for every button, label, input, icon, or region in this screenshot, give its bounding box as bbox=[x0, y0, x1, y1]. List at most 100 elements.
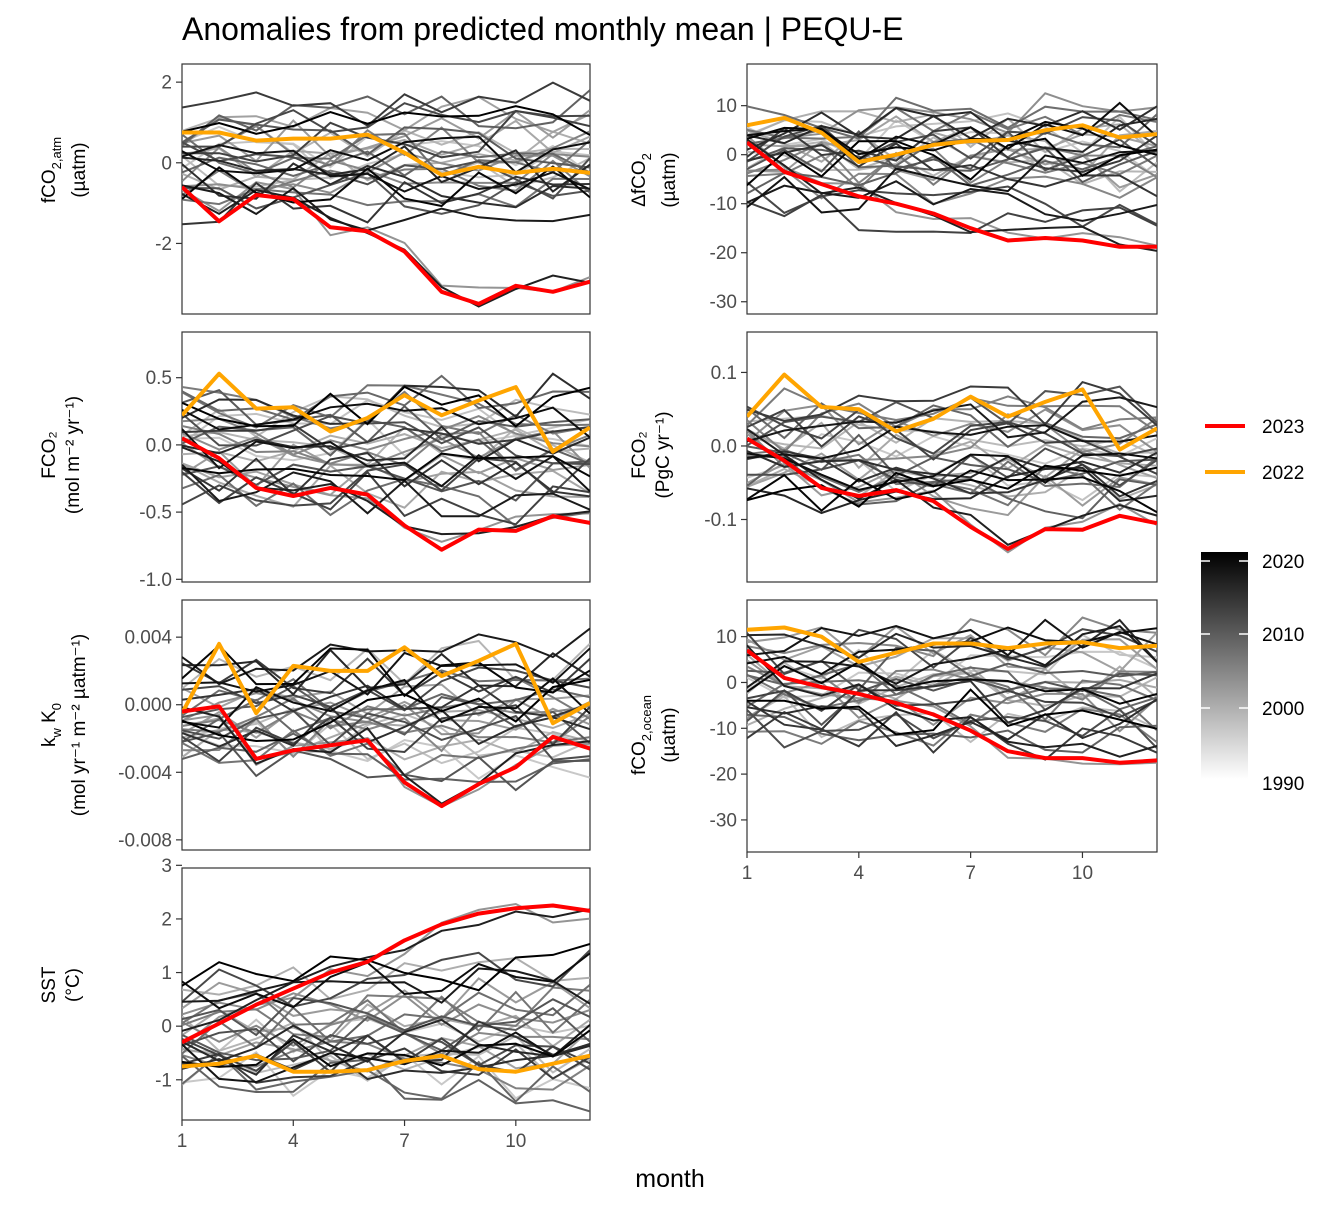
series-line-sst-2020 bbox=[182, 1029, 590, 1068]
series-line-fco2flux_int-2023 bbox=[747, 436, 1157, 551]
y-tick-label-sst-3: 0 bbox=[161, 1017, 172, 1038]
y-tick-label-dfco2-3: -20 bbox=[710, 243, 737, 264]
series-line-fco2atm-2021 bbox=[182, 105, 590, 136]
series-line-dfco2-2009 bbox=[747, 116, 1157, 163]
series-line-sst-2001 bbox=[182, 1040, 590, 1091]
series-line-fco2flux_int-2019 bbox=[747, 452, 1157, 491]
lines-fco2flux_int bbox=[747, 372, 1157, 554]
series-line-fco2flux_int-2005 bbox=[747, 402, 1157, 449]
series-line-fco2flux_int-1998 bbox=[747, 432, 1157, 554]
y-axis-title-dfco2: ΔfCO2 (µatm) bbox=[629, 152, 680, 207]
x-tick-label-fco2ocean-2: 7 bbox=[965, 863, 976, 884]
series-line-fco2ocean-2005 bbox=[747, 662, 1157, 712]
series-line-fco2flux_int-1999 bbox=[747, 403, 1157, 453]
y-tick-label-kwk0-1: 0.000 bbox=[124, 695, 172, 716]
series-line-fco2flux_int-2011 bbox=[747, 408, 1157, 475]
y-tick-label-fco2flux_int-1: 0.0 bbox=[711, 436, 737, 457]
series-line-dfco2-2023 bbox=[747, 140, 1157, 249]
series-line-kwk0-2008 bbox=[182, 731, 590, 792]
series-line-fco2flux_int-2010 bbox=[747, 405, 1157, 458]
series-line-dfco2-2004 bbox=[747, 96, 1157, 140]
colorbar-label-2020: 2020 bbox=[1262, 552, 1304, 573]
y-tick-label-fco2flux_area-0: 0.5 bbox=[146, 368, 172, 389]
lines-sst bbox=[182, 902, 590, 1113]
colorbar-label-2010: 2010 bbox=[1262, 625, 1304, 646]
colorbar-label-1990: 1990 bbox=[1262, 774, 1304, 795]
series-line-dfco2-2018 bbox=[747, 149, 1157, 214]
lines-fco2flux_area bbox=[182, 371, 590, 552]
series-line-kwk0-2020 bbox=[182, 644, 590, 698]
series-line-fco2flux_int-2015 bbox=[747, 466, 1157, 515]
y-axis-title-fco2atm: fCO2,atm (µatm) bbox=[39, 137, 90, 203]
series-line-fco2atm-2005 bbox=[182, 150, 590, 178]
y-tick-label-fco2ocean-1: 0 bbox=[726, 673, 737, 694]
y-tick-label-fco2ocean-3: -20 bbox=[710, 765, 737, 786]
y-axis-title-fco2flux_area: FCO₂ (mol m⁻² yr⁻¹) bbox=[39, 396, 84, 514]
y-tick-label-fco2atm-0: 2 bbox=[161, 73, 172, 94]
series-line-fco2atm-2015 bbox=[182, 145, 590, 193]
series-line-fco2flux_area-2007 bbox=[182, 389, 590, 444]
series-line-dfco2-2022 bbox=[747, 115, 1157, 164]
series-line-dfco2-2017 bbox=[747, 180, 1157, 222]
y-tick-label-fco2atm-2: -2 bbox=[155, 234, 172, 255]
y-tick-label-fco2flux_area-1: 0.0 bbox=[146, 435, 172, 456]
series-line-fco2flux_int-2009 bbox=[747, 447, 1157, 488]
series-line-fco2flux_area-2022 bbox=[182, 371, 590, 454]
y-tick-label-fco2flux_int-2: -0.1 bbox=[704, 510, 737, 531]
series-line-fco2flux_int-2016 bbox=[747, 428, 1157, 546]
series-line-kwk0-1994 bbox=[182, 728, 590, 761]
series-line-kwk0-2012 bbox=[182, 657, 590, 697]
series-line-dfco2-2021 bbox=[747, 137, 1157, 186]
series-line-sst-2016 bbox=[182, 908, 590, 1032]
series-line-kwk0-2021 bbox=[182, 678, 590, 743]
series-line-fco2flux_int-2014 bbox=[747, 450, 1157, 479]
y-tick-label-dfco2-4: -30 bbox=[710, 292, 737, 313]
series-line-sst-2010 bbox=[182, 949, 590, 1008]
series-line-fco2atm-2004 bbox=[182, 132, 590, 179]
lines-kwk0 bbox=[182, 627, 590, 809]
y-tick-label-kwk0-2: -0.004 bbox=[118, 763, 172, 784]
panel-fco2flux_area: 0.5 0.0 -0.5 -1.0 FCO₂ (mol m⁻² yr⁻¹) bbox=[39, 331, 591, 591]
y-tick-label-sst-1: 2 bbox=[161, 909, 172, 930]
series-line-fco2flux_int-2012 bbox=[747, 380, 1157, 427]
series-line-dfco2-2014 bbox=[747, 105, 1157, 151]
series-line-fco2atm-2022 bbox=[182, 130, 590, 177]
series-line-dfco2-1999 bbox=[747, 92, 1157, 139]
series-line-fco2flux_int-2004 bbox=[747, 455, 1157, 495]
y-axis-title-fco2ocean: fCO2,ocean (µatm) bbox=[629, 695, 680, 775]
y-axis-title-sst: SST (°C) bbox=[39, 966, 84, 1003]
x-axis-title: month bbox=[635, 1165, 704, 1193]
series-line-sst-2008 bbox=[182, 996, 590, 1037]
series-line-kwk0-2022 bbox=[182, 641, 590, 726]
series-line-sst-2015 bbox=[182, 1018, 590, 1063]
series-line-fco2ocean-2022 bbox=[747, 625, 1157, 664]
y-tick-label-fco2ocean-0: 10 bbox=[716, 627, 737, 648]
colorbar-label-2000: 2000 bbox=[1262, 699, 1304, 720]
series-line-fco2atm-2023 bbox=[182, 185, 590, 306]
series-line-sst-2019 bbox=[182, 952, 590, 1010]
series-line-fco2flux_area-2020 bbox=[182, 452, 590, 482]
series-line-fco2flux_int-2021 bbox=[747, 464, 1157, 508]
y-tick-label-fco2ocean-2: -10 bbox=[710, 719, 737, 740]
series-line-sst-2017 bbox=[182, 967, 590, 1005]
series-line-fco2atm-2020 bbox=[182, 165, 590, 208]
y-axis-title-kwk0: kw K0 (mol yr⁻¹ m⁻² µatm⁻¹) bbox=[39, 634, 90, 816]
y-axis-title-fco2flux_int: FCO₂ (PgC yr⁻¹) bbox=[629, 411, 674, 498]
x-tick-label-sst-2: 7 bbox=[399, 1131, 410, 1152]
series-line-sst-2018 bbox=[182, 1024, 590, 1084]
series-line-fco2flux_area-2012 bbox=[182, 423, 590, 451]
series-line-fco2flux_int-2020 bbox=[747, 469, 1157, 514]
panel-fco2flux_int: 0.1 0.0 -0.1 FCO₂ (PgC yr⁻¹) bbox=[629, 331, 1158, 583]
series-line-fco2ocean-2012 bbox=[747, 710, 1157, 761]
series-line-fco2flux_int-2022 bbox=[747, 372, 1157, 452]
y-tick-label-sst-2: 1 bbox=[161, 963, 172, 984]
y-tick-label-sst-4: -1 bbox=[155, 1070, 172, 1091]
lines-fco2atm bbox=[182, 81, 590, 308]
series-line-sst-1992 bbox=[182, 1034, 590, 1086]
series-line-dfco2-2011 bbox=[747, 193, 1157, 235]
series-line-fco2atm-2011 bbox=[182, 109, 590, 163]
series-line-dfco2-2008 bbox=[747, 129, 1157, 173]
series-line-fco2ocean-2023 bbox=[747, 648, 1157, 765]
series-line-fco2ocean-2020 bbox=[747, 660, 1157, 705]
